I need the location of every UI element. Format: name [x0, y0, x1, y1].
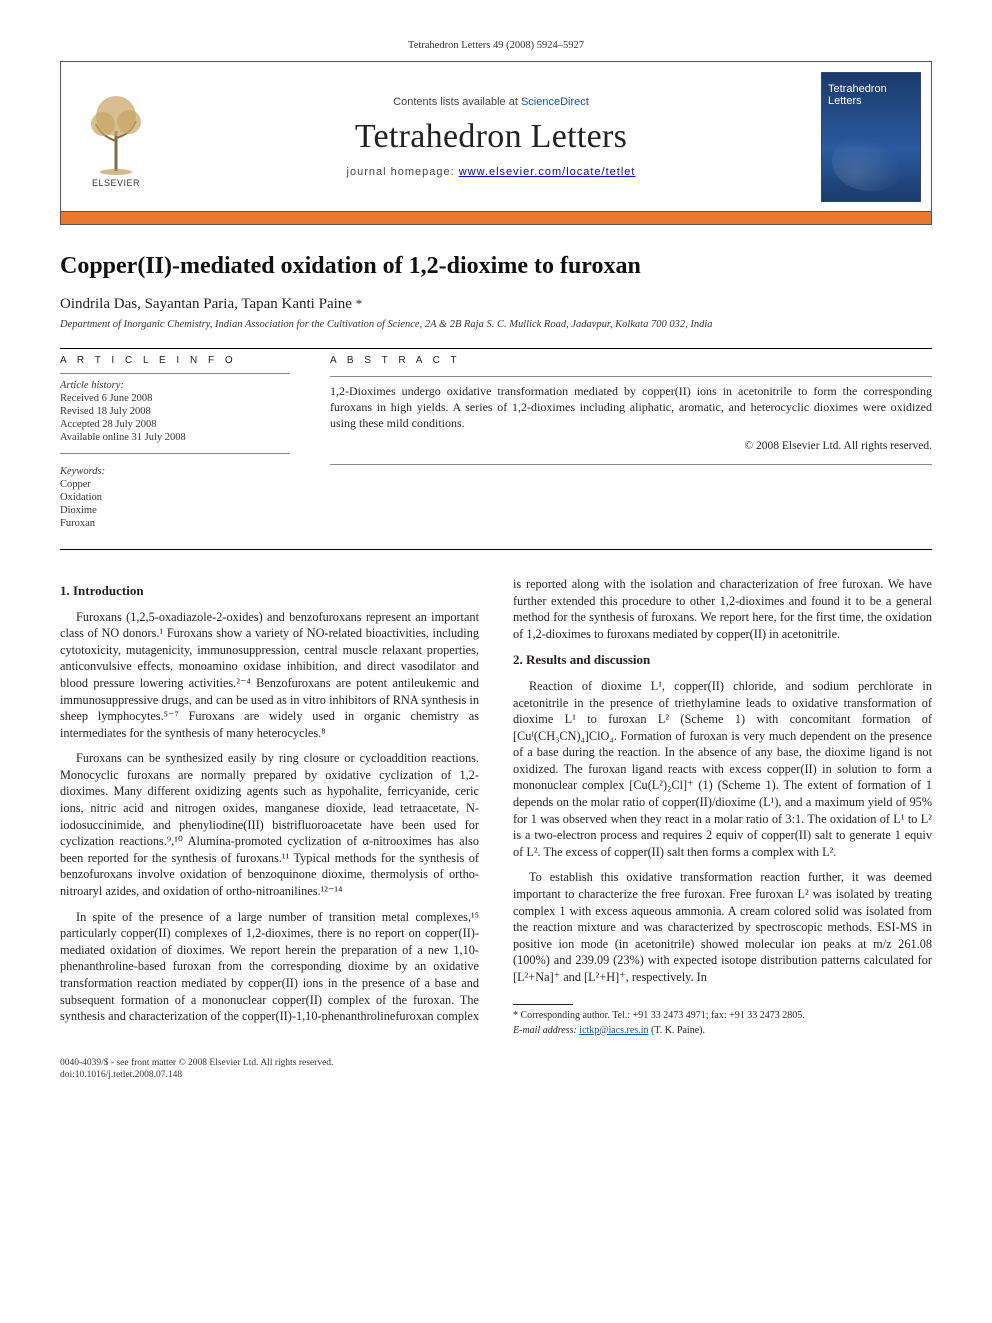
footer-front-matter: 0040-4039/$ - see front matter © 2008 El…	[60, 1057, 932, 1069]
homepage-label: journal homepage:	[347, 166, 459, 178]
section-heading-introduction: 1. Introduction	[60, 582, 479, 600]
journal-cover-art	[832, 131, 910, 191]
keyword-item: Copper	[60, 479, 290, 490]
abstract-rule-bottom	[330, 464, 932, 465]
abstract-text: 1,2-Dioximes undergo oxidative transform…	[330, 383, 932, 432]
author-list: Oindrila Das, Sayantan Paria, Tapan Kant…	[60, 296, 932, 313]
journal-cover-thumbnail: TetrahedronLetters	[821, 72, 921, 202]
authors-text: Oindrila Das, Sayantan Paria, Tapan Kant…	[60, 296, 352, 312]
journal-name: Tetrahedron Letters	[171, 118, 811, 156]
info-rule-1	[60, 373, 290, 374]
contents-prefix: Contents lists available at	[393, 96, 521, 108]
journal-homepage-link[interactable]: www.elsevier.com/locate/tetlet	[459, 166, 636, 178]
affiliation: Department of Inorganic Chemistry, India…	[60, 319, 932, 330]
body-paragraph: Reaction of dioxime L¹, copper(II) chlor…	[513, 678, 932, 861]
masthead: ELSEVIER Contents lists available at Sci…	[60, 61, 932, 225]
footnote-block: * Corresponding author. Tel.: +91 33 247…	[513, 1009, 932, 1037]
footnote-corresponding-text: Corresponding author. Tel.: +91 33 2473 …	[521, 1010, 805, 1021]
masthead-orange-bar	[61, 212, 931, 224]
sciencedirect-link[interactable]: ScienceDirect	[521, 96, 589, 108]
elsevier-tree-icon	[81, 86, 151, 176]
history-accepted: Accepted 28 July 2008	[60, 419, 290, 430]
history-revised: Revised 18 July 2008	[60, 406, 290, 417]
footer-doi: doi:10.1016/j.tetlet.2008.07.148	[60, 1069, 932, 1081]
journal-cover-title: TetrahedronLetters	[828, 83, 914, 107]
publisher-logo-cell: ELSEVIER	[61, 62, 171, 211]
footnote-star: *	[513, 1010, 518, 1021]
masthead-center: Contents lists available at ScienceDirec…	[171, 62, 811, 211]
contents-available-line: Contents lists available at ScienceDirec…	[171, 96, 811, 108]
publisher-label: ELSEVIER	[81, 178, 151, 188]
rule-below-info	[60, 549, 932, 550]
abstract-heading: A B S T R A C T	[330, 355, 932, 366]
journal-cover-cell: TetrahedronLetters	[811, 62, 931, 211]
keyword-item: Furoxan	[60, 518, 290, 529]
article-info-column: A R T I C L E I N F O Article history: R…	[60, 355, 290, 531]
article-head: Copper(II)-mediated oxidation of 1,2-dio…	[60, 253, 932, 330]
page-footer: 0040-4039/$ - see front matter © 2008 El…	[60, 1057, 932, 1082]
keyword-item: Dioxime	[60, 505, 290, 516]
footnote-email-label: E-mail address:	[513, 1025, 577, 1036]
body-paragraph: Furoxans (1,2,5-oxadiazole-2-oxides) and…	[60, 609, 479, 742]
footnote-email-name: (T. K. Paine).	[651, 1025, 705, 1036]
body-paragraph: Furoxans can be synthesized easily by ri…	[60, 750, 479, 899]
running-header: Tetrahedron Letters 49 (2008) 5924–5927	[60, 40, 932, 51]
article-history-label: Article history:	[60, 380, 290, 391]
info-abstract-row: A R T I C L E I N F O Article history: R…	[60, 355, 932, 531]
masthead-top-row: ELSEVIER Contents lists available at Sci…	[61, 62, 931, 212]
journal-homepage-line: journal homepage: www.elsevier.com/locat…	[171, 166, 811, 178]
section-heading-results: 2. Results and discussion	[513, 651, 932, 669]
footnote-email-link[interactable]: ictkp@iacs.res.in	[579, 1025, 648, 1036]
keyword-item: Oxidation	[60, 492, 290, 503]
keywords-label: Keywords:	[60, 466, 290, 477]
body-columns: 1. Introduction Furoxans (1,2,5-oxadiazo…	[60, 576, 932, 1037]
article-title: Copper(II)-mediated oxidation of 1,2-dio…	[60, 253, 932, 280]
history-online: Available online 31 July 2008	[60, 432, 290, 443]
rule-above-info	[60, 348, 932, 349]
history-received: Received 6 June 2008	[60, 393, 290, 404]
body-paragraph: To establish this oxidative transformati…	[513, 869, 932, 985]
info-rule-2	[60, 453, 290, 454]
footnote-separator	[513, 1004, 573, 1005]
corresponding-author-mark: *	[356, 296, 363, 311]
abstract-column: A B S T R A C T 1,2-Dioximes undergo oxi…	[330, 355, 932, 531]
abstract-rule	[330, 376, 932, 377]
abstract-copyright: © 2008 Elsevier Ltd. All rights reserved…	[330, 440, 932, 452]
article-info-heading: A R T I C L E I N F O	[60, 355, 290, 366]
